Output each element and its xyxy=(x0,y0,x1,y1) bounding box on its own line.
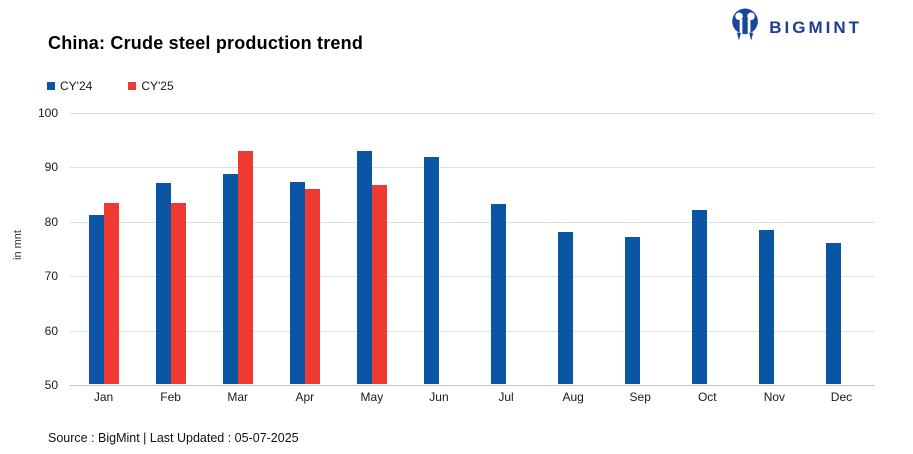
gridline xyxy=(70,276,875,278)
x-tick-label: Sep xyxy=(629,390,651,404)
plot-area xyxy=(70,113,875,386)
gridline xyxy=(70,167,875,169)
bar-cy25-jan xyxy=(103,203,119,384)
source-note: Source : BigMint | Last Updated : 05-07-… xyxy=(48,431,299,445)
legend-label-cy24: CY'24 xyxy=(60,79,93,93)
bar-cy24-dec xyxy=(826,242,842,384)
y-tick-label: 50 xyxy=(44,378,58,392)
y-tick-label: 60 xyxy=(44,323,58,338)
x-tick-label: Nov xyxy=(763,390,786,404)
x-tick-label: Jan xyxy=(93,390,114,404)
x-tick-label: Mar xyxy=(227,390,249,404)
bar-cy24-oct xyxy=(692,210,708,384)
bar-cy24-jun xyxy=(423,157,439,384)
x-tick-label: Aug xyxy=(562,390,584,404)
y-axis-ticks: 100 90 80 70 60 50 xyxy=(0,106,58,392)
legend-label-cy25: CY'25 xyxy=(141,79,174,93)
brand-name: BIGMINT xyxy=(769,17,862,37)
brand-logo: BIGMINT xyxy=(729,6,862,49)
y-tick-label: 90 xyxy=(44,160,58,175)
x-tick-label: May xyxy=(360,390,384,404)
x-tick-label: Oct xyxy=(697,390,717,404)
bar-cy25-may xyxy=(371,185,387,384)
y-tick-label: 100 xyxy=(37,106,58,120)
bar-cy24-jan xyxy=(88,214,104,384)
bar-cy24-nov xyxy=(759,229,775,384)
x-tick-label: Jun xyxy=(429,390,449,404)
x-tick-label: Jul xyxy=(498,390,514,404)
legend: CY'24 CY'25 xyxy=(47,79,210,93)
x-tick-label: Apr xyxy=(295,390,315,404)
bar-cy25-apr xyxy=(304,188,320,384)
x-axis-line xyxy=(70,385,875,386)
y-tick-label: 70 xyxy=(44,269,58,284)
y-tick-label: 80 xyxy=(44,214,58,229)
bigmint-logo-icon xyxy=(729,6,762,49)
x-axis-labels: Jan Feb Mar Apr May Jun Jul Aug Sep Oct Nov Dec xyxy=(70,390,875,406)
bar-cy24-sep xyxy=(625,236,641,384)
legend-swatch-cy25 xyxy=(128,82,137,90)
bar-cy24-jul xyxy=(491,204,507,384)
gridline xyxy=(70,221,875,223)
bar-cy24-may xyxy=(356,150,372,384)
x-tick-label: Dec xyxy=(830,390,853,404)
legend-swatch-cy24 xyxy=(47,82,55,90)
bar-cy24-feb xyxy=(155,183,171,384)
bar-cy24-apr xyxy=(289,182,305,384)
gridline xyxy=(70,113,875,114)
bar-cy24-mar xyxy=(222,174,238,384)
gridline xyxy=(70,330,875,332)
bar-cy25-mar xyxy=(237,151,253,384)
bar-cy24-aug xyxy=(558,232,574,384)
bar-cy25-feb xyxy=(170,203,186,384)
legend-item-cy24: CY'24 xyxy=(47,79,92,93)
legend-item-cy25: CY'25 xyxy=(128,79,174,93)
x-tick-label: Feb xyxy=(160,390,181,404)
chart-title: China: Crude steel production trend xyxy=(48,33,364,53)
